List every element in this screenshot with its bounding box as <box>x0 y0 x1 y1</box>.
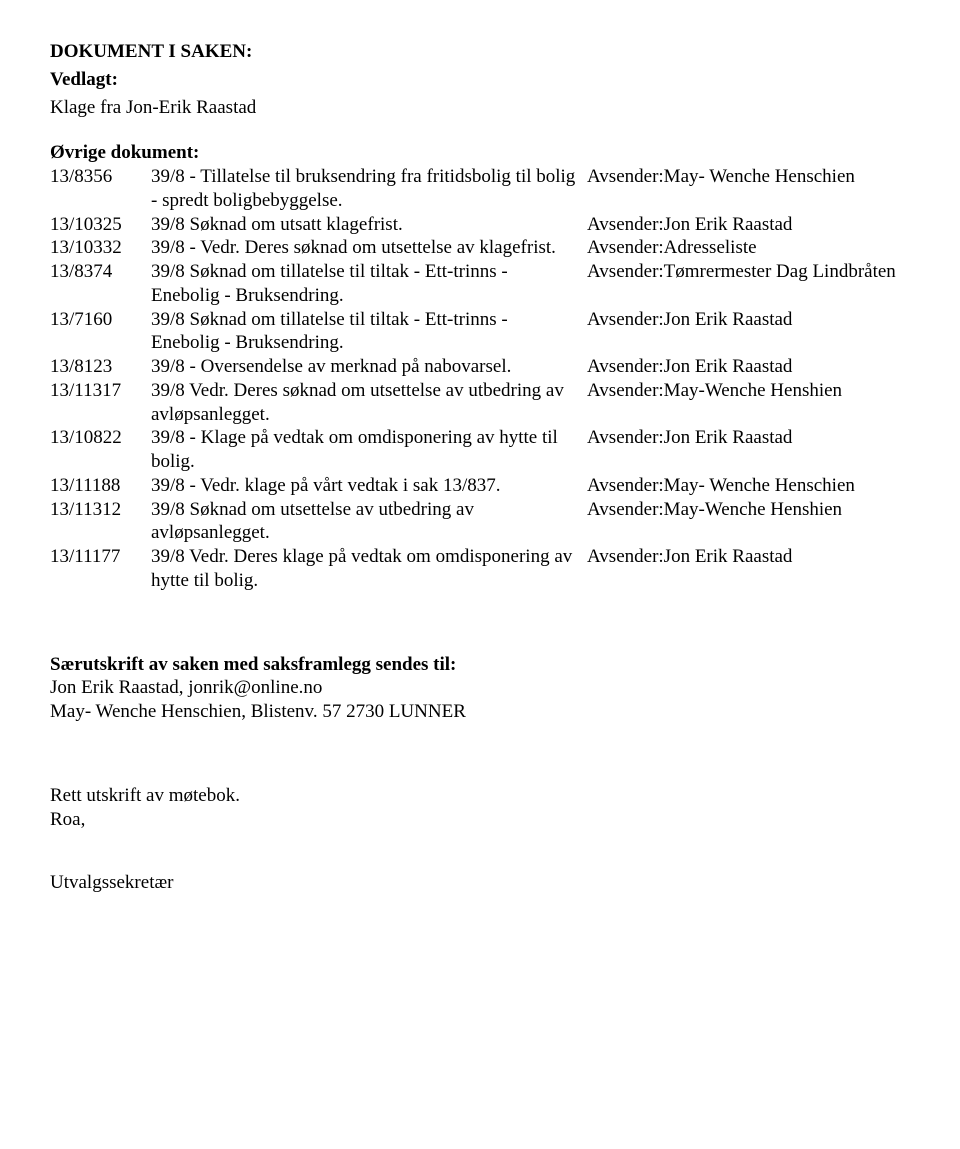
table-row: 13/812339/8 - Oversendelse av merknad på… <box>50 355 910 379</box>
doc-id: 13/7160 <box>50 308 151 356</box>
doc-description: 39/8 Søknad om utsettelse av utbedring a… <box>151 498 587 546</box>
table-row: 13/716039/8 Søknad om tillatelse til til… <box>50 308 910 356</box>
doc-sender: Avsender:Jon Erik Raastad <box>587 426 910 474</box>
doc-description: 39/8 Søknad om tillatelse til tiltak - E… <box>151 260 587 308</box>
doc-sender: Avsender:Tømrermester Dag Lindbråten <box>587 260 910 308</box>
doc-description: 39/8 - Vedr. klage på vårt vedtak i sak … <box>151 474 587 498</box>
doc-id: 13/11177 <box>50 545 151 593</box>
copies-heading: Særutskrift av saken med saksframlegg se… <box>50 653 910 677</box>
doc-id: 13/11188 <box>50 474 151 498</box>
doc-sender: Avsender:Adresseliste <box>587 236 910 260</box>
doc-description: 39/8 Søknad om tillatelse til tiltak - E… <box>151 308 587 356</box>
doc-sender: Avsender:Jon Erik Raastad <box>587 308 910 356</box>
table-row: 13/1033239/8 - Vedr. Deres søknad om uts… <box>50 236 910 260</box>
doc-id: 13/10325 <box>50 213 151 237</box>
doc-id: 13/8123 <box>50 355 151 379</box>
footer-role: Utvalgssekretær <box>50 871 910 895</box>
doc-description: 39/8 - Tillatelse til bruksendring fra f… <box>151 165 587 213</box>
doc-description: 39/8 Søknad om utsatt klagefrist. <box>151 213 587 237</box>
doc-sender: Avsender:Jon Erik Raastad <box>587 355 910 379</box>
doc-id: 13/10822 <box>50 426 151 474</box>
doc-id: 13/11317 <box>50 379 151 427</box>
table-row: 13/835639/8 - Tillatelse til bruksendrin… <box>50 165 910 213</box>
table-row: 13/1117739/8 Vedr. Deres klage på vedtak… <box>50 545 910 593</box>
table-row: 13/1131239/8 Søknad om utsettelse av utb… <box>50 498 910 546</box>
attached-label: Vedlagt: <box>50 68 910 92</box>
doc-sender: Avsender:May-Wenche Henshien <box>587 498 910 546</box>
doc-description: 39/8 Vedr. Deres søknad om utsettelse av… <box>151 379 587 427</box>
doc-sender: Avsender:Jon Erik Raastad <box>587 213 910 237</box>
doc-id: 13/8356 <box>50 165 151 213</box>
footer-line1: Rett utskrift av møtebok. <box>50 784 910 808</box>
documents-table: 13/835639/8 - Tillatelse til bruksendrin… <box>50 165 910 593</box>
copies-line: Jon Erik Raastad, jonrik@online.no <box>50 676 910 700</box>
doc-sender: Avsender:May-Wenche Henshien <box>587 379 910 427</box>
attached-text: Klage fra Jon-Erik Raastad <box>50 96 910 120</box>
doc-description: 39/8 - Oversendelse av merknad på nabova… <box>151 355 587 379</box>
doc-description: 39/8 - Klage på vedtak om omdisponering … <box>151 426 587 474</box>
doc-sender: Avsender:May- Wenche Henschien <box>587 165 910 213</box>
copies-lines: Jon Erik Raastad, jonrik@online.noMay- W… <box>50 676 910 724</box>
doc-description: 39/8 Vedr. Deres klage på vedtak om omdi… <box>151 545 587 593</box>
table-row: 13/1032539/8 Søknad om utsatt klagefrist… <box>50 213 910 237</box>
footer-line2: Roa, <box>50 808 910 832</box>
other-docs-label: Øvrige dokument: <box>50 141 910 165</box>
doc-description: 39/8 - Vedr. Deres søknad om utsettelse … <box>151 236 587 260</box>
table-row: 13/1082239/8 - Klage på vedtak om omdisp… <box>50 426 910 474</box>
doc-id: 13/10332 <box>50 236 151 260</box>
table-row: 13/1131739/8 Vedr. Deres søknad om utset… <box>50 379 910 427</box>
copies-line: May- Wenche Henschien, Blistenv. 57 2730… <box>50 700 910 724</box>
doc-sender: Avsender:May- Wenche Henschien <box>587 474 910 498</box>
table-row: 13/1118839/8 - Vedr. klage på vårt vedta… <box>50 474 910 498</box>
table-row: 13/837439/8 Søknad om tillatelse til til… <box>50 260 910 308</box>
doc-id: 13/8374 <box>50 260 151 308</box>
doc-id: 13/11312 <box>50 498 151 546</box>
section-title: DOKUMENT I SAKEN: <box>50 40 910 64</box>
doc-sender: Avsender:Jon Erik Raastad <box>587 545 910 593</box>
